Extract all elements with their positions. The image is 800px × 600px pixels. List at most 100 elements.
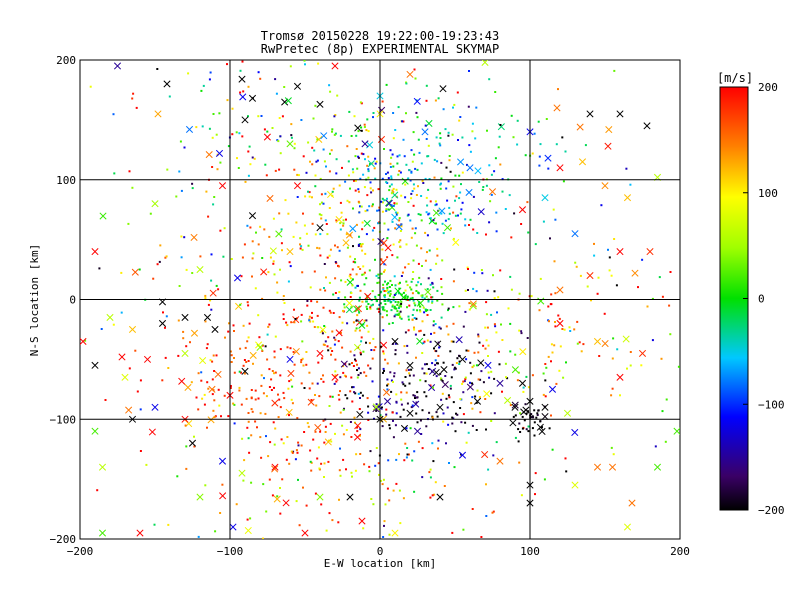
data-point-dot [408,299,411,302]
data-point-cross [316,349,324,357]
data-point-dot [449,170,452,173]
data-point-dot [241,256,244,259]
data-point-cross [413,97,421,105]
data-point-dot [356,430,359,433]
data-point-dot [247,360,250,362]
data-point-dot [388,185,391,188]
data-point-dot [422,182,425,184]
data-point-dot [426,288,429,291]
data-point-dot [191,187,194,190]
data-point-dot [333,115,336,118]
data-point-dot [395,458,398,461]
data-point-dot [435,350,438,353]
data-point-dot [344,296,347,299]
data-point-dot [392,296,395,299]
data-point-dot [417,281,420,284]
data-point-dot [320,503,323,506]
data-point-dot [350,292,353,294]
data-point-dot [349,421,352,423]
data-point-dot [385,209,388,212]
data-point-dot [320,193,323,196]
data-point-dot [550,360,552,363]
data-point-dot [241,437,244,440]
y-tick-label: 100 [56,174,76,187]
data-point-dot [425,425,428,428]
data-point-dot [434,99,437,102]
data-point-dot [539,420,542,423]
data-point-cross [466,164,474,172]
data-point-dot [399,239,402,242]
data-point-dot [480,370,483,373]
data-point-dot [440,378,443,381]
data-point-dot [544,363,547,365]
data-point-dot [494,325,497,328]
data-point-dot [531,152,534,155]
data-point-dot [375,403,378,406]
data-point-dot [520,330,523,333]
data-point-dot [391,411,394,414]
data-point-dot [338,291,341,294]
data-point-dot [432,320,435,323]
data-point-dot [486,289,489,292]
data-point-dot [291,402,294,405]
data-point-dot [433,347,435,350]
data-point-dot [387,299,390,302]
data-point-dot [417,185,419,188]
data-point-dot [386,487,389,490]
data-point-dot [410,368,413,371]
data-point-dot [212,354,215,357]
data-point-cross [118,353,126,361]
data-point-dot [398,489,401,492]
data-point-cross [623,523,632,531]
data-point-dot [323,476,325,478]
data-point-dot [520,223,523,225]
data-point-dot [431,362,434,365]
y-tick-label: −100 [50,413,77,426]
data-point-dot [533,434,536,437]
data-point-dot [337,521,340,524]
data-point-dot [533,421,536,424]
data-point-dot [246,301,249,304]
data-point-dot [356,376,359,379]
data-point-dot [318,467,321,470]
data-point-dot [314,492,317,495]
data-point-dot [273,356,276,359]
data-point-dot [357,374,360,376]
data-point-dot [339,134,342,137]
data-point-dot [415,290,418,292]
data-point-cross [218,457,227,465]
data-point-dot [290,398,293,401]
data-point-dot [398,453,400,456]
data-point-dot [414,167,417,170]
data-point-dot [334,370,337,373]
data-point-dot [561,136,564,139]
data-point-dot [448,396,451,399]
data-point-dot [153,523,156,526]
data-point-dot [377,276,380,279]
data-point-dot [436,160,439,163]
data-point-cross [316,224,324,232]
data-point-dot [482,381,485,384]
data-point-dot [266,358,269,361]
colorbar-tick-label: −100 [758,398,785,411]
data-point-dot [337,297,340,299]
data-point-dot [365,305,368,308]
data-point-dot [393,294,396,296]
data-point-dot [431,442,434,445]
data-point-dot [360,336,363,339]
data-point-dot [410,288,413,291]
data-point-cross [208,385,216,393]
data-point-cross [604,142,612,150]
data-point-dot [296,451,299,454]
data-point-dot [476,389,479,392]
data-point-dot [345,218,347,221]
data-point-cross [477,208,485,216]
data-point-dot [412,394,415,397]
data-point-dot [209,359,212,362]
data-point-dot [372,503,375,506]
data-point-dot [403,155,406,158]
data-point-dot [400,317,403,320]
data-point-dot [378,473,380,476]
data-point-dot [300,361,303,364]
data-point-dot [345,468,347,471]
